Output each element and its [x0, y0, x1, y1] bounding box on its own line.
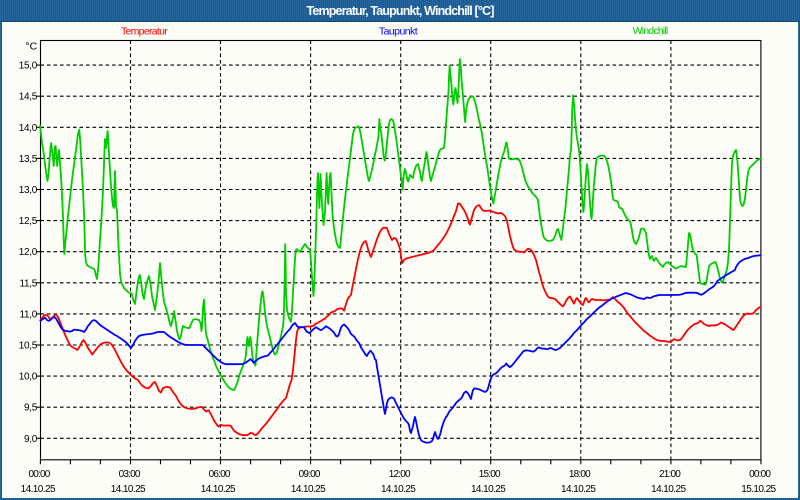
- svg-text:12:00: 12:00: [389, 469, 411, 480]
- svg-text:13,5: 13,5: [19, 154, 38, 165]
- svg-text:9,5: 9,5: [24, 403, 38, 414]
- svg-text:12,0: 12,0: [19, 247, 38, 258]
- svg-text:10,5: 10,5: [19, 341, 38, 352]
- svg-text:21:00: 21:00: [659, 469, 681, 480]
- svg-text:06:00: 06:00: [209, 469, 231, 480]
- svg-text:14.10.25: 14.10.25: [651, 484, 686, 495]
- svg-text:Windchill: Windchill: [633, 25, 668, 37]
- svg-text:14.10.25: 14.10.25: [201, 484, 236, 495]
- svg-text:15,0: 15,0: [19, 61, 38, 72]
- svg-text:03:00: 03:00: [119, 469, 141, 480]
- svg-text:Taupunkt: Taupunkt: [379, 26, 418, 38]
- svg-text:10,0: 10,0: [19, 372, 38, 383]
- svg-text:13,0: 13,0: [19, 185, 38, 196]
- svg-text:15.10.25: 15.10.25: [741, 484, 776, 495]
- svg-text:Temperatur, Taupunkt, Windchil: Temperatur, Taupunkt, Windchill [°C]: [306, 4, 494, 18]
- svg-text:00:00: 00:00: [749, 469, 771, 480]
- svg-text:°C: °C: [25, 41, 37, 53]
- svg-text:12,5: 12,5: [19, 216, 38, 227]
- svg-text:Temperatur: Temperatur: [121, 26, 168, 38]
- svg-text:11,5: 11,5: [19, 278, 37, 289]
- svg-text:11,0: 11,0: [19, 309, 37, 320]
- svg-text:14.10.25: 14.10.25: [111, 484, 146, 495]
- svg-text:14.10.25: 14.10.25: [291, 484, 326, 495]
- svg-text:14,5: 14,5: [19, 92, 38, 103]
- svg-text:18:00: 18:00: [569, 469, 591, 480]
- svg-text:14.10.25: 14.10.25: [21, 484, 56, 495]
- svg-text:9,0: 9,0: [24, 434, 38, 445]
- svg-text:14.10.25: 14.10.25: [471, 484, 506, 495]
- svg-text:09:00: 09:00: [299, 469, 321, 480]
- svg-text:00:00: 00:00: [28, 469, 50, 480]
- svg-text:14.10.25: 14.10.25: [561, 484, 596, 495]
- svg-text:14,0: 14,0: [19, 123, 38, 134]
- svg-text:14.10.25: 14.10.25: [381, 484, 416, 495]
- svg-text:15:00: 15:00: [479, 469, 501, 480]
